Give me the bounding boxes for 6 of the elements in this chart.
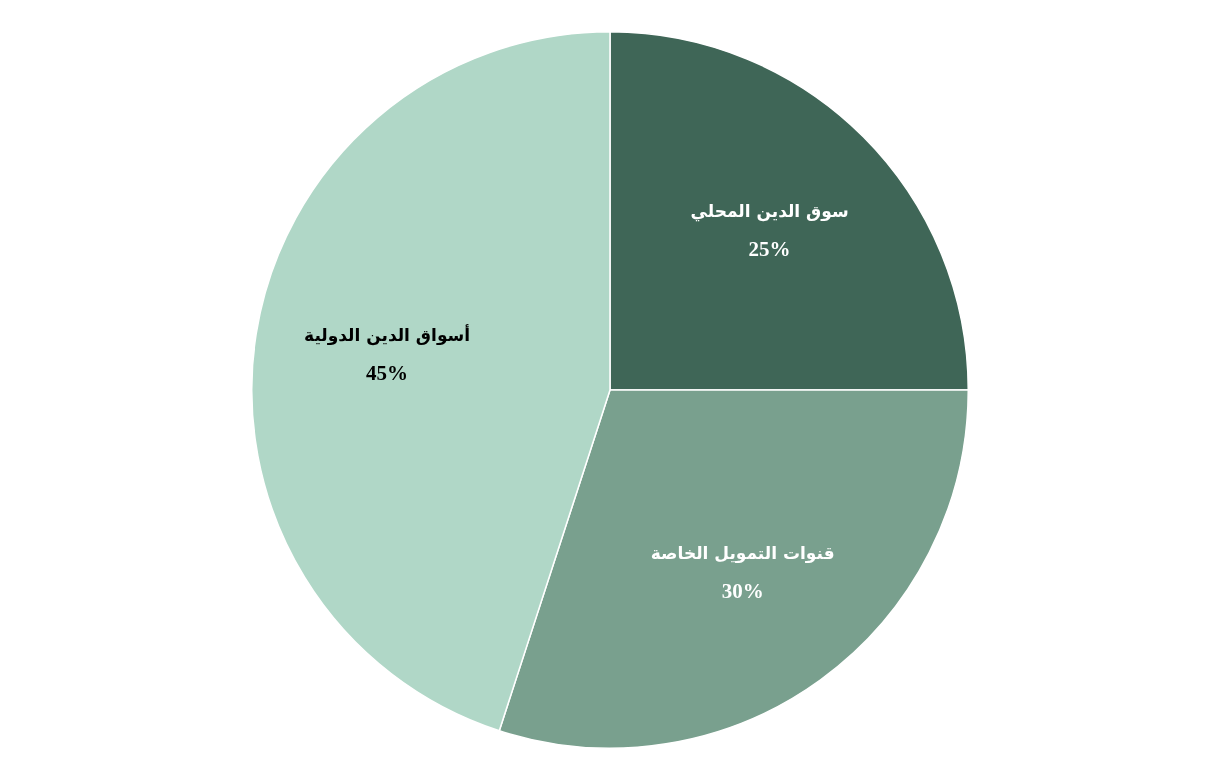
data-label: 45% (366, 361, 409, 386)
data-label: 25% (748, 236, 791, 261)
data-label: 30% (721, 579, 764, 604)
slice-label: سوق الدين المحلي (690, 200, 849, 222)
slice-label: أسواق الدين الدولية (304, 324, 471, 347)
slice-label: قنوات التمويل الخاصة (650, 543, 835, 565)
